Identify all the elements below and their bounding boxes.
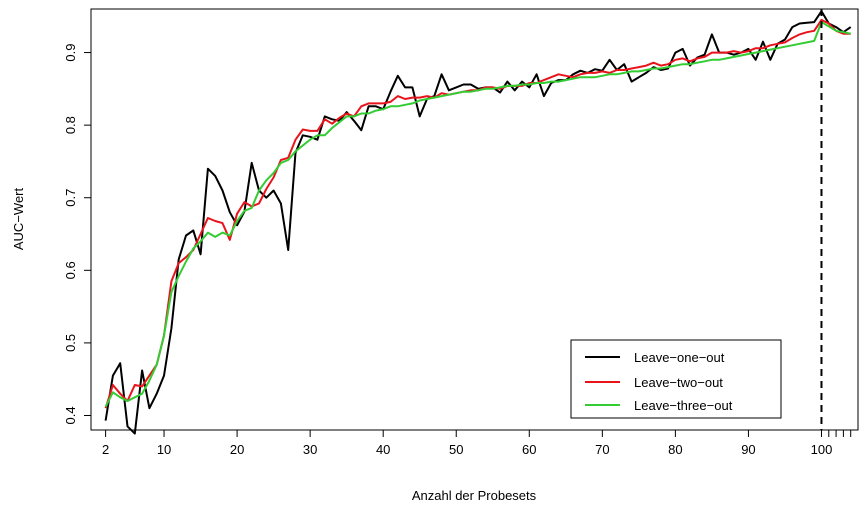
y-tick-label: 0.7 (63, 189, 78, 207)
legend: Leave−one−out Leave−two−out Leave−three−… (570, 339, 782, 419)
y-tick-label: 0.9 (63, 44, 78, 62)
y-tick-label: 0.4 (63, 406, 78, 424)
y-axis-title: AUC−Wert (11, 187, 26, 250)
x-tick-label: 20 (230, 442, 244, 457)
x-axis: 2 10 20 30 40 50 60 70 80 90 100 (102, 430, 852, 457)
x-tick-label: 80 (668, 442, 682, 457)
x-tick-label: 2 (102, 442, 109, 457)
y-axis: 0.4 0.5 0.6 0.7 0.8 0.9 (63, 44, 91, 425)
x-tick-label: 70 (595, 442, 609, 457)
series-line-2 (104, 21, 851, 408)
plot-frame (90, 8, 859, 431)
x-tick-label: 50 (449, 442, 463, 457)
x-tick-label: 30 (303, 442, 317, 457)
x-tick-label: 40 (376, 442, 390, 457)
y-tick-label: 0.6 (63, 261, 78, 279)
series-layer (104, 10, 852, 435)
x-axis-title: Anzahl der Probesets (412, 488, 537, 503)
y-tick-label: 0.5 (63, 334, 78, 352)
x-tick-label: 10 (157, 442, 171, 457)
legend-label-0: Leave−one−out (634, 350, 725, 365)
y-tick-label: 0.8 (63, 116, 78, 134)
legend-label-1: Leave−two−out (634, 375, 723, 390)
x-tick-label: 90 (741, 442, 755, 457)
x-tick-label: 100 (811, 442, 833, 457)
x-tick-label: 60 (522, 442, 536, 457)
legend-label-2: Leave−three−out (634, 398, 733, 413)
